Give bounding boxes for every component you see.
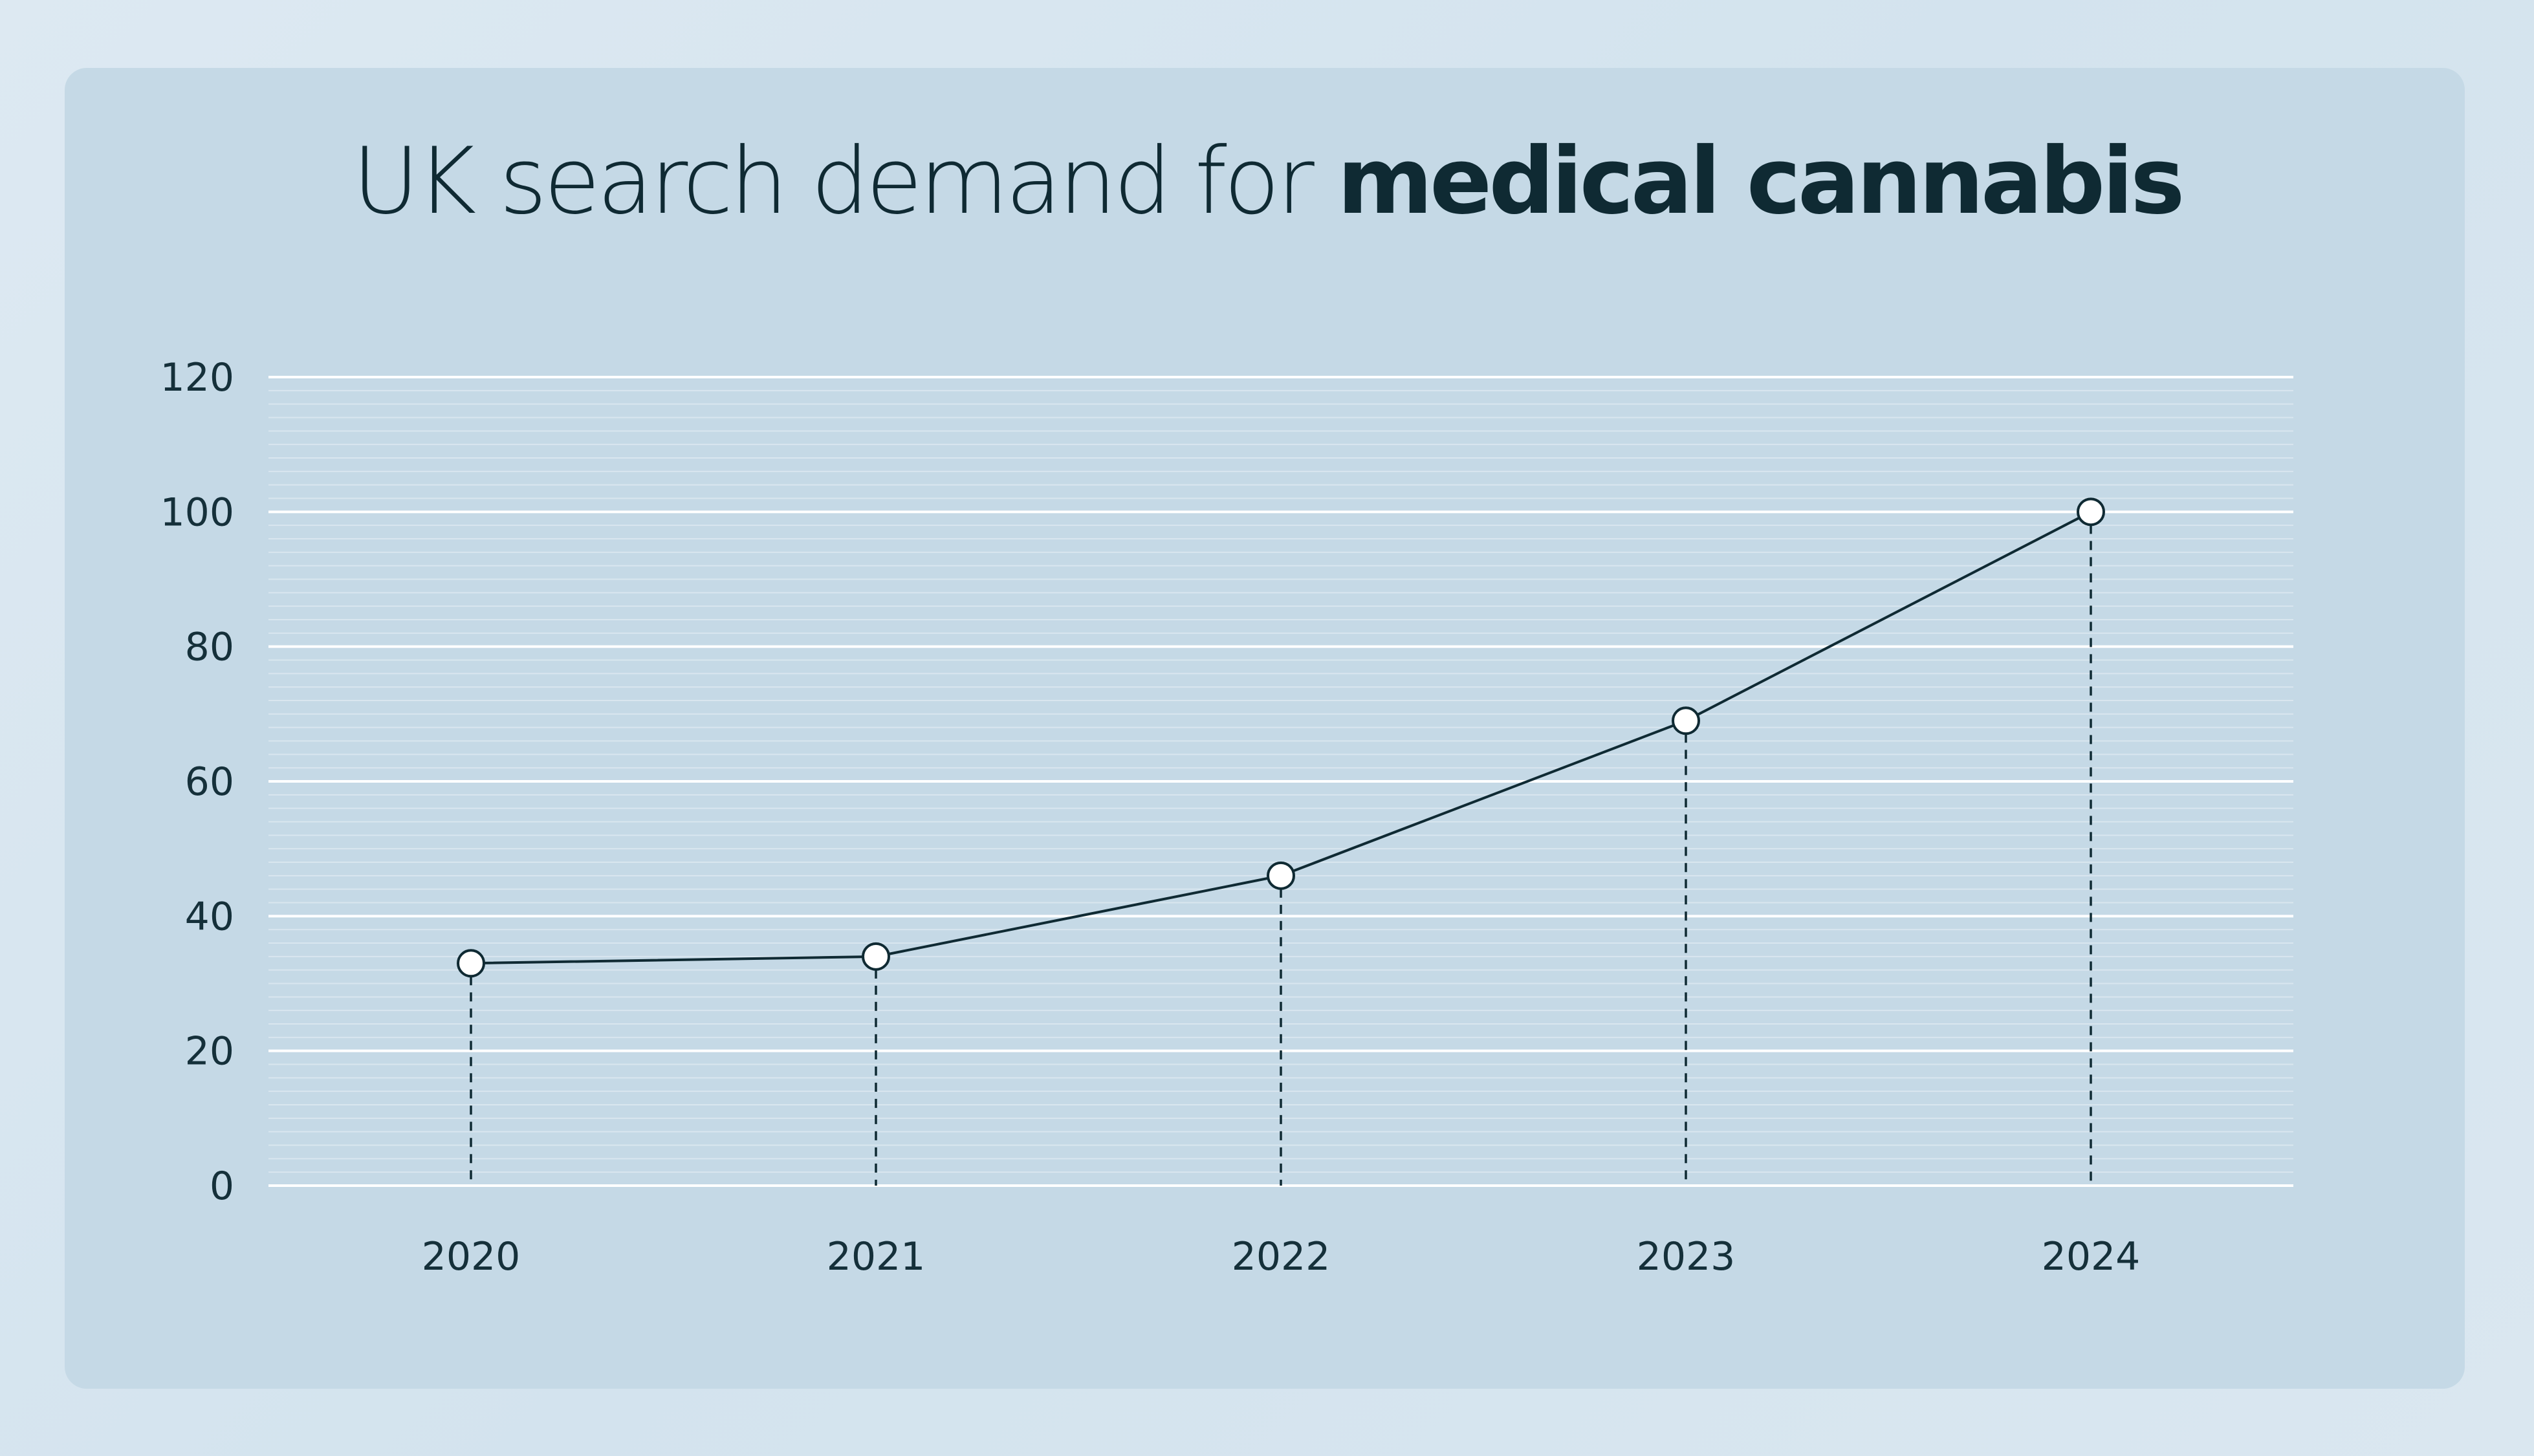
x-tick-label: 2021 xyxy=(827,1234,926,1279)
y-tick-label: 80 xyxy=(185,625,234,670)
y-tick-label: 0 xyxy=(210,1164,234,1209)
major-grid xyxy=(268,376,2293,1187)
data-point-marker xyxy=(2077,497,2105,527)
x-tick-label: 2024 xyxy=(2042,1234,2141,1279)
y-axis-tick-labels: 0 20 40 60 80 100 120 xyxy=(160,355,234,1209)
chart-title-bold: medical cannabis xyxy=(1337,128,2185,235)
data-point-marker xyxy=(457,949,485,978)
chart-title: UK search demand for medical cannabis xyxy=(0,136,2534,228)
y-tick-label: 60 xyxy=(185,759,234,805)
chart-title-light: UK search demand for xyxy=(352,128,1337,235)
x-tick-label: 2022 xyxy=(1232,1234,1331,1279)
x-tick-label: 2023 xyxy=(1637,1234,1736,1279)
y-tick-label: 120 xyxy=(160,355,234,400)
x-axis-tick-labels: 2020 2021 2022 2023 2024 xyxy=(422,1234,2141,1279)
data-points xyxy=(457,497,2105,978)
data-point-marker xyxy=(862,942,890,971)
y-tick-label: 40 xyxy=(185,894,234,939)
y-tick-label: 100 xyxy=(160,490,234,535)
data-point-marker xyxy=(1267,861,1295,890)
chart-card xyxy=(65,68,2465,1389)
x-tick-label: 2020 xyxy=(422,1234,521,1279)
y-tick-label: 20 xyxy=(185,1029,234,1074)
data-point-marker xyxy=(1672,706,1700,735)
drop-lines xyxy=(470,525,2092,1186)
